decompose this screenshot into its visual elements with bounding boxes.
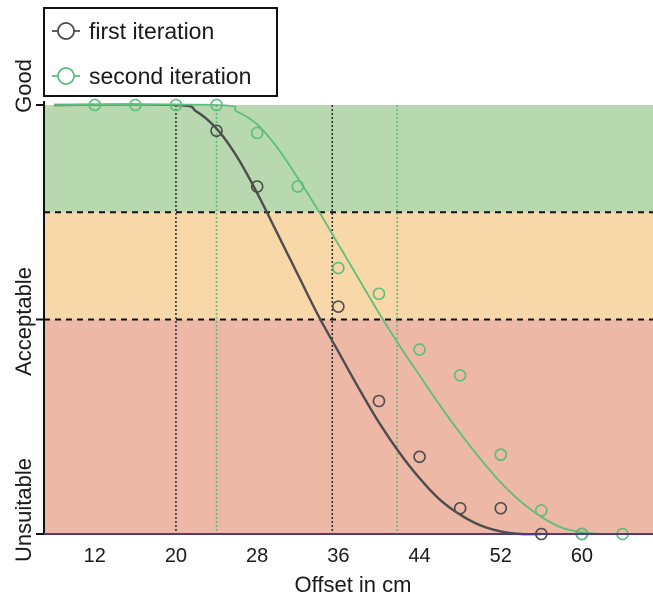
drop-lines — [175, 105, 399, 534]
legend-label-0: first iteration — [89, 18, 214, 44]
series-1-point-12 — [535, 504, 548, 517]
series-0-point-2 — [332, 300, 345, 313]
legend-marker-1 — [57, 67, 75, 85]
series-1-point-5 — [291, 180, 305, 193]
series-0-point-0 — [210, 124, 223, 138]
series-curve-0 — [54, 103, 542, 536]
series-1-point-3 — [210, 98, 223, 112]
legend-label-1: second iteration — [89, 63, 251, 89]
series-1-point-2 — [169, 98, 183, 112]
series-1-point-1 — [129, 98, 142, 112]
x-tick-labels: 12 20 28 36 44 52 60 — [84, 545, 593, 567]
y-category-label-1: Acceptable — [11, 267, 36, 376]
x-tick-label-3: 36 — [327, 545, 349, 567]
legend-marker-0 — [57, 22, 75, 40]
legend-box — [43, 7, 278, 97]
quality-bands — [44, 105, 653, 534]
x-axis-label: Offset in cm — [295, 572, 412, 597]
series-1-point-9 — [453, 368, 467, 382]
series-1-point-4 — [250, 126, 264, 140]
series-1-point-11 — [494, 448, 508, 461]
legend: first iteration second iteration — [43, 7, 278, 97]
y-category-labels: Good Acceptable Unsuitable — [11, 59, 36, 562]
series-0-point-5 — [453, 501, 467, 515]
axes — [36, 101, 653, 535]
band-1 — [44, 212, 653, 320]
x-tick-label-6: 60 — [571, 545, 593, 567]
fitted-curves — [54, 103, 623, 536]
x-tick-label-2: 28 — [246, 545, 268, 567]
band-2 — [44, 319, 653, 534]
series-1-point-8 — [413, 343, 426, 356]
x-tick-label-4: 44 — [408, 545, 430, 567]
series-curve-1 — [54, 103, 623, 536]
series-0-point-1 — [250, 180, 264, 193]
band-boundaries — [44, 211, 653, 321]
series-0-point-3 — [372, 394, 386, 408]
series-0-point-4 — [413, 450, 426, 464]
y-category-label-0: Good — [11, 59, 36, 113]
x-tick-label-1: 20 — [165, 545, 187, 567]
series-1-point-0 — [88, 98, 102, 112]
series-1-point-7 — [372, 287, 386, 301]
series-1-point-6 — [332, 261, 345, 275]
band-0 — [44, 105, 653, 213]
x-tick-label-5: 52 — [490, 545, 512, 567]
series-0-point-6 — [494, 501, 508, 515]
y-category-label-2: Unsuitable — [11, 458, 36, 562]
x-tick-label-0: 12 — [84, 545, 106, 567]
